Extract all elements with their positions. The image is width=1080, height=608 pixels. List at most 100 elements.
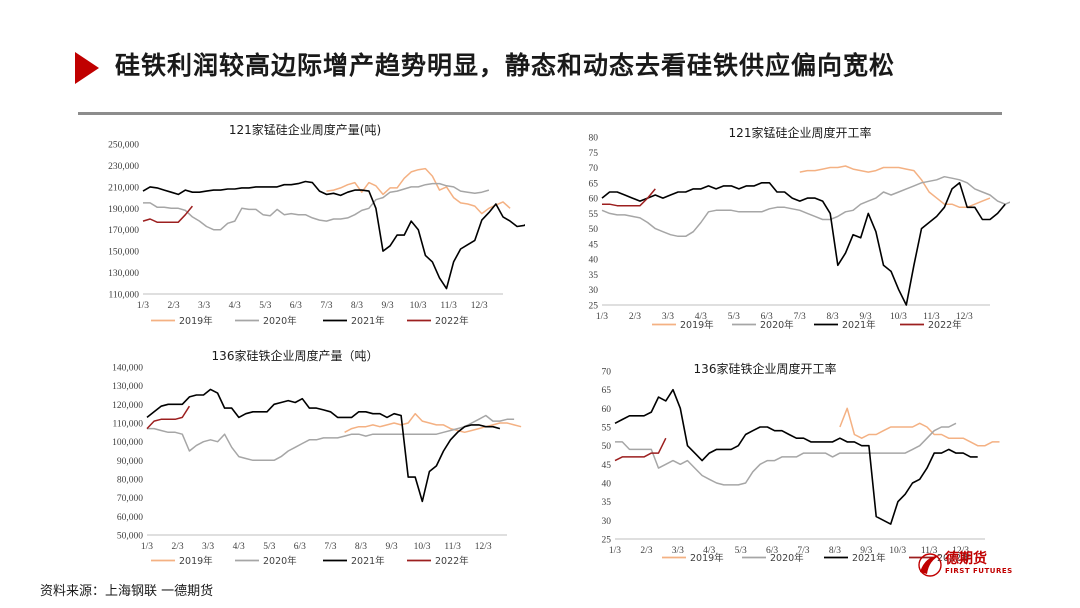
x-tick-label: 12/3 (952, 546, 969, 556)
y-tick-label: 210,000 (108, 183, 139, 193)
y-tick-label: 100,000 (112, 438, 143, 448)
title-triangle-icon (75, 52, 99, 84)
y-tick-label: 30 (589, 286, 599, 296)
x-tick-label: 7/3 (324, 542, 336, 552)
y-tick-label: 45 (602, 461, 612, 471)
y-tick-label: 150,000 (108, 248, 139, 258)
legend-label: 2021年 (351, 555, 385, 567)
series-line-y2021 (601, 182, 1006, 306)
y-tick-label: 25 (589, 302, 599, 312)
legend-label: 2020年 (263, 315, 297, 327)
y-tick-label: 65 (602, 386, 612, 396)
y-tick-label: 130,000 (108, 269, 139, 279)
company-logo: 德期货 FIRST FUTURES (917, 548, 1017, 588)
chart-title: 136家硅铁企业周度开工率 (694, 361, 837, 376)
legend-label: 2021年 (842, 319, 876, 331)
chart-fe-output: 136家硅铁企业周度产量（吨） 50,000 60,000 70,000 80,000 9… (95, 348, 525, 573)
series-line-y2022 (146, 405, 191, 430)
legend-label: 2021年 (351, 315, 385, 327)
y-tick-label: 30 (602, 517, 612, 527)
y-tick-label: 50 (602, 442, 612, 452)
y-tick-label: 230,000 (108, 162, 139, 172)
page-title: 硅铁利润较高边际增产趋势明显，静态和动态去看硅铁供应偏向宽松 (115, 51, 896, 80)
y-tick-label: 55 (602, 424, 612, 434)
x-tick-label: 9/3 (385, 542, 397, 552)
y-tick-label: 65 (589, 179, 599, 189)
x-tick-label: 6/3 (290, 301, 302, 311)
y-tick-label: 110,000 (108, 291, 139, 301)
x-tick-label: 11/3 (921, 546, 938, 556)
legend-label: 2022年 (435, 315, 469, 327)
legend-label: 2022年 (435, 555, 469, 567)
series-line-y2019 (344, 412, 522, 434)
series-line-y2020 (143, 182, 490, 231)
y-tick-label: 60,000 (117, 513, 143, 523)
x-tick-label: 9/3 (860, 546, 872, 556)
y-tick-label: 70,000 (117, 494, 143, 504)
legend-label: 2019年 (179, 315, 213, 327)
series-line-y2020 (147, 414, 515, 462)
series-line-y2020 (601, 175, 1010, 238)
x-tick-label: 11/3 (444, 542, 461, 552)
x-tick-label: 7/3 (320, 301, 332, 311)
y-tick-label: 50,000 (117, 532, 143, 542)
legend-label: 2019年 (179, 555, 213, 567)
series-line-y2019 (799, 165, 991, 209)
x-tick-label: 1/3 (137, 301, 149, 311)
legend-label: 2020年 (263, 555, 297, 567)
legend-label: 2020年 (770, 552, 804, 564)
y-tick-label: 170,000 (108, 226, 139, 236)
series-line-y2022 (602, 188, 656, 207)
chart-mn-output: 121家锰硅企业周度产量(吨) 110,000 130,000 150,000 170,… (95, 118, 525, 338)
x-tick-label: 7/3 (797, 546, 809, 556)
header-divider (78, 112, 1002, 115)
x-tick-label: 3/3 (672, 546, 684, 556)
y-tick-label: 40 (589, 256, 599, 266)
y-tick-label: 35 (602, 498, 612, 508)
series-line-y2019 (839, 407, 1000, 447)
y-tick-label: 70 (589, 164, 599, 174)
y-tick-label: 55 (589, 210, 599, 220)
x-tick-label: 3/3 (202, 542, 214, 552)
y-tick-label: 110,000 (112, 420, 143, 430)
y-tick-label: 140,000 (112, 364, 143, 374)
x-tick-label: 2/3 (640, 546, 652, 556)
legend-label: 2019年 (690, 552, 724, 564)
source-note: 资料来源：上海钢联 一德期货 (40, 584, 214, 599)
series-line-y2021 (146, 388, 501, 503)
x-tick-label: 2/3 (629, 312, 641, 322)
x-tick-label: 4/3 (695, 312, 707, 322)
chart-fe-rate: 136家硅铁企业周度开工率 25 30 35 40 45 50 55 60 65 70 1/3 2/3 3… (575, 355, 1015, 573)
legend-label: 2019年 (680, 319, 714, 331)
x-tick-label: 1/3 (141, 542, 153, 552)
logo-name: 德期货 (945, 551, 987, 567)
y-tick-label: 75 (589, 149, 599, 159)
y-tick-label: 60 (602, 405, 612, 415)
x-tick-label: 4/3 (233, 542, 245, 552)
legend-label: 2020年 (760, 319, 794, 331)
x-tick-label: 3/3 (198, 301, 210, 311)
x-tick-label: 7/3 (794, 312, 806, 322)
series-line-y2022 (142, 205, 193, 223)
x-tick-label: 5/3 (735, 546, 747, 556)
x-tick-label: 3/3 (662, 312, 674, 322)
x-tick-label: 9/3 (859, 312, 871, 322)
x-tick-label: 2/3 (167, 301, 179, 311)
x-tick-label: 8/3 (829, 546, 841, 556)
x-tick-label: 1/3 (609, 546, 621, 556)
y-tick-label: 45 (589, 240, 599, 250)
x-tick-label: 12/3 (475, 542, 492, 552)
x-tick-label: 4/3 (229, 301, 241, 311)
y-tick-label: 40 (602, 480, 612, 490)
y-tick-label: 60 (589, 195, 599, 205)
slide-header: 硅铁利润较高边际增产趋势明显，静态和动态去看硅铁供应偏向宽松 (0, 0, 1080, 115)
x-tick-label: 4/3 (703, 546, 715, 556)
chart-mn-rate: 121家锰硅企业周度开工率 25 30 35 40 45 50 55 60 65 70 75 80 1/3… (560, 118, 1010, 338)
y-tick-label: 70 (602, 368, 612, 378)
x-tick-label: 12/3 (471, 301, 488, 311)
x-tick-label: 6/3 (766, 546, 778, 556)
chart-title: 121家锰硅企业周度产量(吨) (229, 122, 381, 137)
y-tick-label: 80,000 (117, 476, 143, 486)
logo-subtitle: FIRST FUTURES (945, 567, 1013, 575)
x-tick-label: 6/3 (761, 312, 773, 322)
